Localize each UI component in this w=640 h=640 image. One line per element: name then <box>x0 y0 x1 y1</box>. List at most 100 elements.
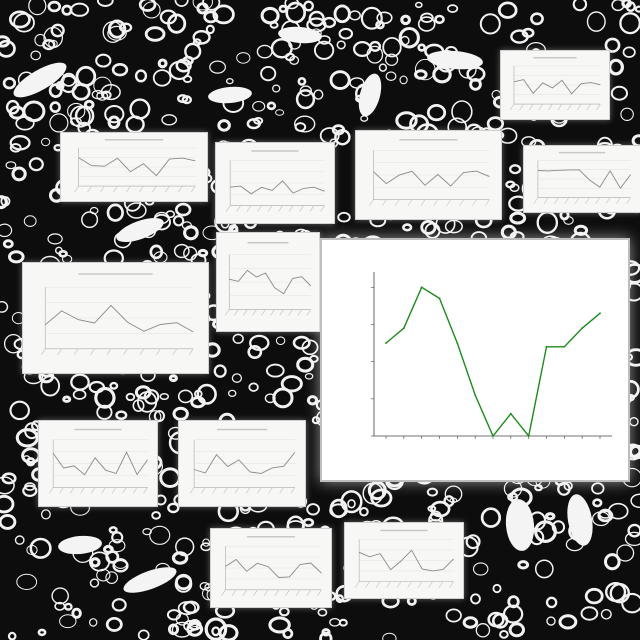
background-ring <box>621 592 640 614</box>
thumbnail-line <box>44 304 194 333</box>
background-ring <box>414 58 436 81</box>
background-ring <box>152 69 172 87</box>
background-ring <box>231 373 243 383</box>
background-ring <box>336 40 346 50</box>
background-ring <box>100 84 121 101</box>
background-ring <box>177 94 189 104</box>
thumbnail-tick-label <box>365 581 370 588</box>
background-ring <box>106 203 124 222</box>
background-ring <box>289 55 300 65</box>
background-ring <box>329 503 348 518</box>
background-ring <box>616 544 635 562</box>
thumbnail-tick-label <box>236 205 241 212</box>
thumbnail-tick-label <box>279 309 284 316</box>
background-ring <box>294 115 316 133</box>
background-ring <box>41 137 51 147</box>
background-ring <box>472 562 489 576</box>
background-ring <box>107 19 127 39</box>
background-ring <box>47 0 62 13</box>
background-ring <box>174 0 189 7</box>
thumbnail-tick-label <box>564 197 570 204</box>
background-ring <box>174 575 193 593</box>
background-ring <box>168 374 178 383</box>
thumbnail-tick-label <box>225 205 231 212</box>
thumbnail-tick-label <box>528 103 534 111</box>
thumbnail-tick-label <box>59 487 64 494</box>
background-ring <box>329 617 341 627</box>
background-ring <box>213 364 227 378</box>
background-ring <box>47 233 63 245</box>
background-ring <box>557 481 571 496</box>
background-ring <box>607 58 624 76</box>
thumbnail-tick-label <box>407 199 413 206</box>
background-ring <box>398 26 420 49</box>
background-ring <box>72 389 87 400</box>
thumbnail-tick-label <box>165 185 170 193</box>
background-ring <box>172 406 189 421</box>
thumbnail-tick-label <box>234 309 239 316</box>
background-ring <box>159 467 182 489</box>
thumbnail-tick-label <box>320 205 325 212</box>
chart-thumbnail-7 <box>216 232 320 332</box>
thumbnail-line-chart <box>533 151 632 204</box>
background-ring <box>451 100 473 124</box>
background-ring <box>417 43 427 52</box>
white-doodle <box>58 535 102 555</box>
thumbnail-line <box>229 269 312 295</box>
background-ring <box>126 202 147 219</box>
background-ring <box>414 1 423 9</box>
thumbnail-tick-label <box>428 581 433 588</box>
background-ring <box>70 2 90 17</box>
background-ring <box>610 85 629 101</box>
thumbnail-tick-label <box>509 103 515 111</box>
background-ring <box>42 38 56 51</box>
background-ring <box>426 487 438 497</box>
background-ring <box>26 544 38 556</box>
thumbnail-tick-label <box>188 348 194 355</box>
background-ring <box>107 115 121 130</box>
background-ring <box>430 500 451 518</box>
background-ring <box>49 113 69 133</box>
thumbnail-tick-label <box>132 487 138 494</box>
background-ring <box>115 410 128 421</box>
background-ring <box>167 502 180 514</box>
background-ring <box>132 399 145 412</box>
background-ring <box>227 389 237 398</box>
background-ring <box>175 612 189 626</box>
background-ring <box>88 618 98 627</box>
thumbnail-tick-label <box>626 197 631 204</box>
background-ring <box>134 385 152 400</box>
background-ring <box>572 0 588 12</box>
thumbnail-tick-label <box>576 103 582 111</box>
background-ring <box>304 372 314 380</box>
thumbnail-tick-label <box>309 205 315 212</box>
background-ring <box>5 161 17 170</box>
background-ring <box>399 75 408 85</box>
background-ring <box>486 116 505 132</box>
thumbnail-tick-label <box>433 199 439 206</box>
background-ring <box>303 0 314 12</box>
background-ring <box>75 65 97 87</box>
thumbnail-tick-label <box>139 348 145 355</box>
background-ring <box>272 387 294 409</box>
thumbnail-line <box>373 170 490 187</box>
background-ring <box>24 482 36 491</box>
white-doodle <box>123 567 177 593</box>
background-ring <box>125 392 136 402</box>
background-ring <box>382 37 402 58</box>
background-ring <box>83 99 95 110</box>
background-ring <box>385 53 399 66</box>
main-data-point <box>385 342 387 344</box>
background-ring <box>509 164 522 175</box>
background-ring <box>395 111 418 130</box>
background-ring <box>183 246 198 261</box>
background-ring <box>600 609 612 620</box>
background-ring <box>545 596 558 609</box>
background-ring <box>269 21 279 29</box>
background-ring <box>142 1 161 19</box>
background-ring <box>0 195 8 210</box>
background-ring <box>492 612 509 629</box>
background-ring <box>308 10 325 27</box>
thumbnail-tick-label <box>538 103 544 111</box>
background-ring <box>248 382 259 392</box>
